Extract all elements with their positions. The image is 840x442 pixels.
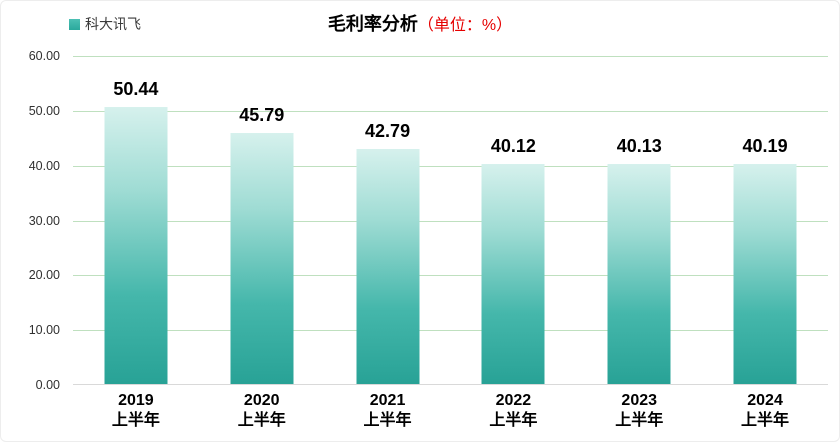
y-axis-tick-label: 0.00 bbox=[35, 378, 60, 392]
y-axis-tick-label: 60.00 bbox=[28, 49, 60, 63]
legend-item-kedaxunfei[interactable]: 科大讯飞 bbox=[69, 14, 141, 34]
legend-label: 科大讯飞 bbox=[85, 16, 141, 32]
x-axis-label-2024: 2024 上半年 bbox=[741, 392, 790, 429]
chart-title-main: 毛利率分析 bbox=[327, 14, 418, 34]
legend-swatch-icon bbox=[69, 18, 80, 30]
bar-2020 bbox=[230, 132, 294, 384]
bar-slot-2023: 40.13 2023 上半年 bbox=[576, 56, 702, 429]
chart-title-unit: （单位：%） bbox=[417, 17, 513, 34]
y-axis-tick-label: 30.00 bbox=[28, 213, 60, 228]
bar-slot-2024: 40.19 2024 上半年 bbox=[702, 56, 828, 429]
gridline-40.00 bbox=[73, 165, 828, 167]
plot-area: 60.00 50.00 40.00 30.00 20.00 10.00 0.00 50.44 2… bbox=[29, 49, 828, 429]
gridline-20.00 bbox=[73, 275, 828, 277]
bar-value-label: 42.79 bbox=[365, 121, 411, 142]
x-axis-label-2020: 2020 上半年 bbox=[237, 392, 286, 429]
bar-value-label: 40.19 bbox=[742, 135, 788, 156]
y-axis-tick-label: 50.00 bbox=[28, 103, 60, 118]
bar-slot-2022: 40.12 2022 上半年 bbox=[451, 56, 577, 429]
gridline-60.00 bbox=[73, 56, 828, 57]
bar-value-label: 45.79 bbox=[239, 104, 285, 125]
bar-2021 bbox=[356, 149, 420, 384]
bar-value-label: 40.13 bbox=[616, 135, 662, 156]
bar-2023 bbox=[607, 163, 671, 384]
chart-title: 毛利率分析（单位：%） bbox=[1, 10, 839, 36]
x-axis-label-2021: 2021 上半年 bbox=[363, 392, 412, 429]
bar-slot-2021: 42.79 2021 上半年 bbox=[325, 56, 451, 429]
bar-slot-2020: 45.79 2020 上半年 bbox=[199, 56, 325, 429]
y-axis-tick-label: 20.00 bbox=[28, 268, 60, 283]
gridline-50.00 bbox=[73, 110, 828, 112]
gridline-30.00 bbox=[73, 220, 828, 222]
x-axis-label-2023: 2023 上半年 bbox=[615, 392, 664, 429]
bar-slot-2019: 50.44 2019 上半年 bbox=[73, 56, 199, 429]
x-axis-label-2022: 2022 上半年 bbox=[489, 392, 538, 429]
bar-2024 bbox=[733, 163, 797, 384]
bar-value-label: 40.12 bbox=[490, 136, 536, 157]
bar-value-label: 50.44 bbox=[113, 79, 159, 100]
y-axis-tick-label: 40.00 bbox=[28, 158, 60, 173]
x-axis-label-2019: 2019 上半年 bbox=[111, 392, 160, 429]
bar-2022 bbox=[481, 164, 545, 384]
y-axis-tick-label: 10.00 bbox=[28, 323, 60, 338]
bar-2019 bbox=[104, 107, 168, 384]
gridline-10.00 bbox=[73, 330, 828, 332]
